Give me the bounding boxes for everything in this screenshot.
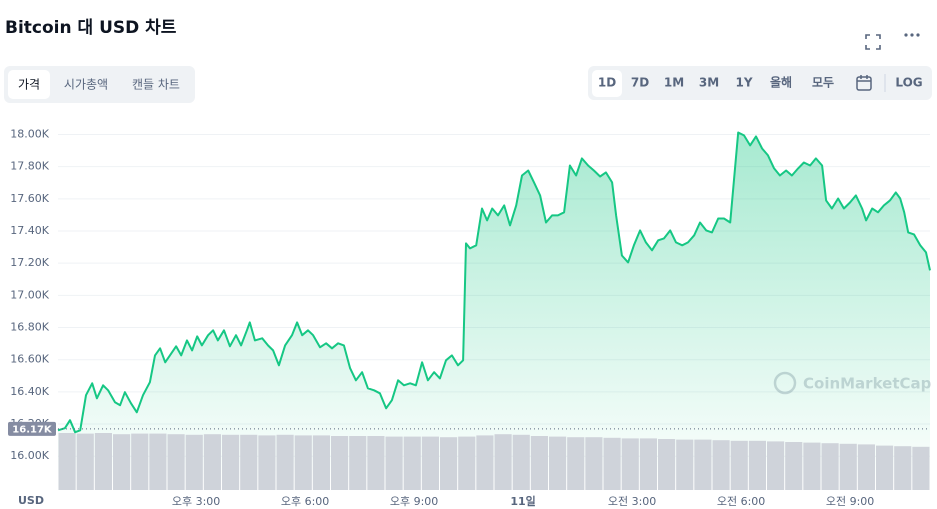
volume-bar	[549, 436, 567, 490]
y-tick-label: 18.00K	[10, 127, 49, 140]
y-tick-label: 16.40K	[10, 385, 49, 398]
volume-bar	[748, 440, 766, 490]
y-axis-label: USD	[18, 494, 44, 507]
volume-bar	[113, 434, 131, 490]
active-tab	[8, 70, 50, 99]
volume-bar	[458, 436, 476, 490]
range-button[interactable]: 1Y	[735, 76, 752, 90]
x-tick-label: 오후 6:00	[281, 495, 329, 508]
range-button[interactable]: 3M	[699, 76, 719, 90]
tab[interactable]: 가격	[18, 78, 40, 92]
volume-bar	[821, 443, 839, 490]
range-button[interactable]: 1D	[598, 76, 616, 90]
volume-bar	[912, 446, 930, 490]
volume-bar	[494, 434, 512, 490]
log-button[interactable]: LOG	[895, 76, 922, 90]
volume-bar	[94, 433, 112, 490]
x-tick-label: 오전 3:00	[608, 495, 656, 508]
volume-bar	[676, 439, 694, 490]
volume-bar	[276, 434, 294, 490]
range-button[interactable]: 1M	[664, 76, 684, 90]
volume-bar	[331, 436, 349, 490]
active-range	[592, 70, 622, 97]
y-tick-label: 17.60K	[10, 192, 49, 205]
volume-bar	[730, 440, 748, 490]
volume-bar	[222, 434, 240, 490]
volume-bar	[585, 437, 603, 490]
volume-bar	[131, 433, 149, 490]
x-tick-label: 오전 6:00	[717, 495, 765, 508]
volume-bar	[530, 436, 548, 490]
tab[interactable]: 캔들 차트	[132, 78, 180, 92]
range-group	[588, 66, 932, 100]
tab[interactable]: 시가총액	[64, 78, 108, 92]
y-tick-label: 17.80K	[10, 160, 49, 173]
volume-bar	[694, 439, 712, 490]
volume-bar	[639, 438, 657, 490]
volume-bar	[421, 436, 439, 490]
volume-bar	[349, 436, 367, 490]
reference-label-bg	[8, 421, 56, 436]
y-tick-label: 16.80K	[10, 321, 49, 334]
volume-bar	[240, 434, 258, 490]
volume-bar	[258, 435, 276, 490]
range-button[interactable]: 올해	[770, 76, 792, 90]
range-button[interactable]: 모두	[812, 76, 834, 90]
volume-bar	[312, 435, 330, 490]
volume-bar	[294, 435, 312, 490]
tab-group	[4, 66, 195, 103]
volume-bar	[876, 445, 894, 490]
volume-bar	[367, 436, 385, 490]
y-tick-label: 16.00K	[10, 449, 49, 462]
volume-bar	[894, 446, 912, 490]
reference-label: 16.17K	[12, 424, 53, 435]
y-tick-label: 17.00K	[10, 288, 49, 301]
volume-bar	[839, 443, 857, 490]
y-tick-label: 16.60K	[10, 353, 49, 366]
y-tick-label: 17.20K	[10, 256, 49, 269]
range-button[interactable]: 7D	[631, 76, 649, 90]
x-tick-label: 오전 9:00	[826, 495, 874, 508]
price-line	[57, 131, 931, 434]
volume-bar	[149, 433, 167, 490]
volume-bar	[403, 436, 421, 490]
volume-bar	[767, 441, 785, 490]
volume-bar	[803, 442, 821, 490]
volume-bar	[658, 439, 676, 490]
volume-bar	[785, 442, 803, 490]
volume-bar	[385, 436, 403, 490]
volume-bar	[712, 440, 730, 490]
more-icon[interactable]	[904, 33, 920, 37]
price-area	[58, 132, 930, 490]
volume-bar	[185, 434, 203, 490]
chart-title: Bitcoin 대 USD 차트	[5, 18, 177, 38]
x-tick-label: 오후 3:00	[172, 495, 220, 508]
volume-bar	[203, 434, 221, 490]
volume-bar	[512, 434, 530, 490]
volume-bar	[567, 437, 585, 490]
volume-bar	[603, 437, 621, 490]
volume-bar	[857, 444, 875, 490]
volume-bar	[621, 438, 639, 490]
x-tick-label: 오후 9:00	[390, 495, 438, 508]
volume-bar	[76, 433, 94, 490]
volume-bar	[167, 434, 185, 490]
volume-bar	[58, 433, 76, 490]
volume-bar	[440, 437, 458, 490]
fullscreen-icon[interactable]	[865, 34, 881, 50]
x-tick-label: 11일	[510, 494, 535, 508]
y-tick-label: 17.40K	[10, 224, 49, 237]
volume-bar	[476, 435, 494, 490]
calendar-icon[interactable]	[856, 75, 872, 91]
